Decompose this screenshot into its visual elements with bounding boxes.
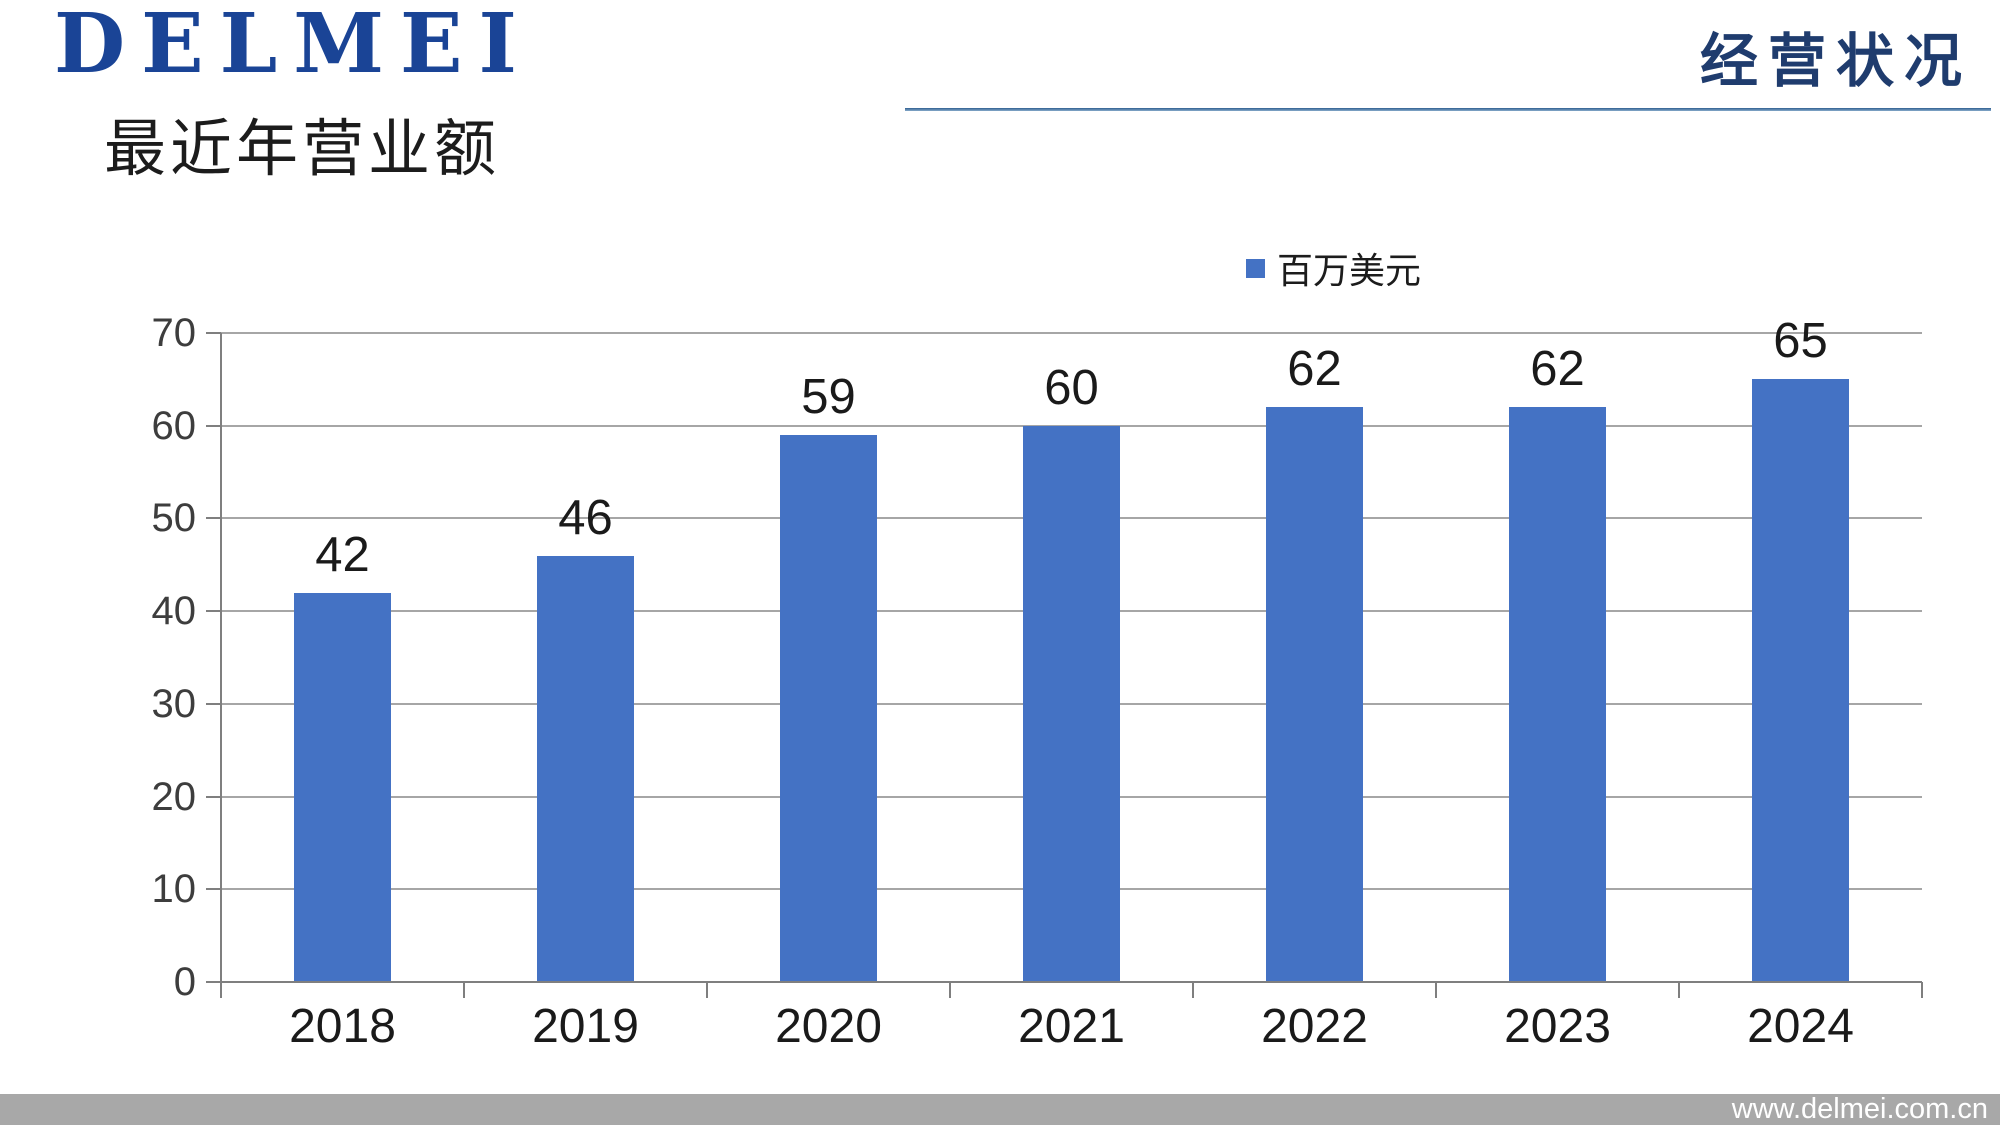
x-axis-label: 2024 bbox=[1747, 1000, 1854, 1053]
chart-legend: 百万美元 bbox=[1246, 242, 1421, 294]
legend-label: 百万美元 bbox=[1277, 250, 1422, 291]
bar bbox=[1023, 425, 1120, 982]
company-logo: DELMEI bbox=[54, 0, 533, 92]
y-axis-tick bbox=[206, 888, 221, 891]
y-axis-label: 10 bbox=[151, 867, 197, 912]
y-axis-label: 50 bbox=[151, 496, 197, 541]
bar-value-label: 42 bbox=[315, 527, 370, 582]
x-axis-tick bbox=[706, 982, 708, 998]
y-axis-tick bbox=[206, 981, 221, 983]
section-header: 经营状况 bbox=[1699, 27, 1972, 95]
bar-value-label: 60 bbox=[1044, 360, 1099, 415]
x-axis-tick bbox=[220, 982, 222, 998]
bar bbox=[1509, 407, 1606, 982]
y-axis-label: 40 bbox=[151, 589, 197, 634]
bar bbox=[294, 592, 391, 982]
legend-swatch bbox=[1246, 258, 1265, 278]
x-axis-label: 2021 bbox=[1018, 1000, 1125, 1053]
gridline bbox=[221, 332, 1922, 334]
bar bbox=[780, 434, 877, 982]
x-axis-label: 2023 bbox=[1504, 1000, 1611, 1053]
y-axis-label: 60 bbox=[151, 403, 197, 448]
footer-url: www.delmei.com.cn bbox=[1731, 1093, 1988, 1125]
footer-bar: www.delmei.com.cn bbox=[0, 1094, 2000, 1125]
bar-value-label: 65 bbox=[1773, 314, 1828, 369]
x-axis-line bbox=[221, 981, 1922, 983]
y-axis-tick bbox=[206, 795, 221, 798]
y-axis-line bbox=[220, 333, 222, 982]
y-axis-label: 30 bbox=[151, 681, 197, 726]
page-title: 最近年营业额 bbox=[104, 115, 501, 184]
bar bbox=[537, 555, 634, 982]
y-axis-label: 70 bbox=[151, 311, 197, 355]
x-axis-label: 2018 bbox=[289, 1000, 396, 1053]
x-axis-tick bbox=[1435, 982, 1437, 998]
x-axis-tick bbox=[949, 982, 951, 998]
x-axis-tick bbox=[1678, 982, 1680, 998]
bar-value-label: 46 bbox=[558, 490, 613, 545]
bar bbox=[1752, 379, 1849, 982]
y-axis-tick bbox=[206, 424, 221, 427]
y-axis-tick bbox=[206, 332, 221, 334]
y-axis-label: 0 bbox=[173, 960, 196, 1004]
bar-value-label: 62 bbox=[1287, 342, 1342, 397]
x-axis-tick bbox=[1921, 982, 1923, 998]
x-axis-tick bbox=[1192, 982, 1194, 998]
x-axis-tick bbox=[463, 982, 465, 998]
header-divider bbox=[905, 108, 1991, 111]
y-axis-tick bbox=[206, 517, 221, 520]
x-axis-label: 2022 bbox=[1261, 1000, 1368, 1053]
y-axis-tick bbox=[206, 702, 221, 705]
x-axis-label: 2019 bbox=[532, 1000, 639, 1053]
bar-value-label: 62 bbox=[1530, 342, 1585, 397]
y-axis-label: 20 bbox=[151, 774, 197, 819]
bar-value-label: 59 bbox=[801, 369, 856, 424]
y-axis-tick bbox=[206, 610, 221, 613]
x-axis-label: 2020 bbox=[775, 1000, 882, 1053]
bar bbox=[1266, 407, 1363, 982]
